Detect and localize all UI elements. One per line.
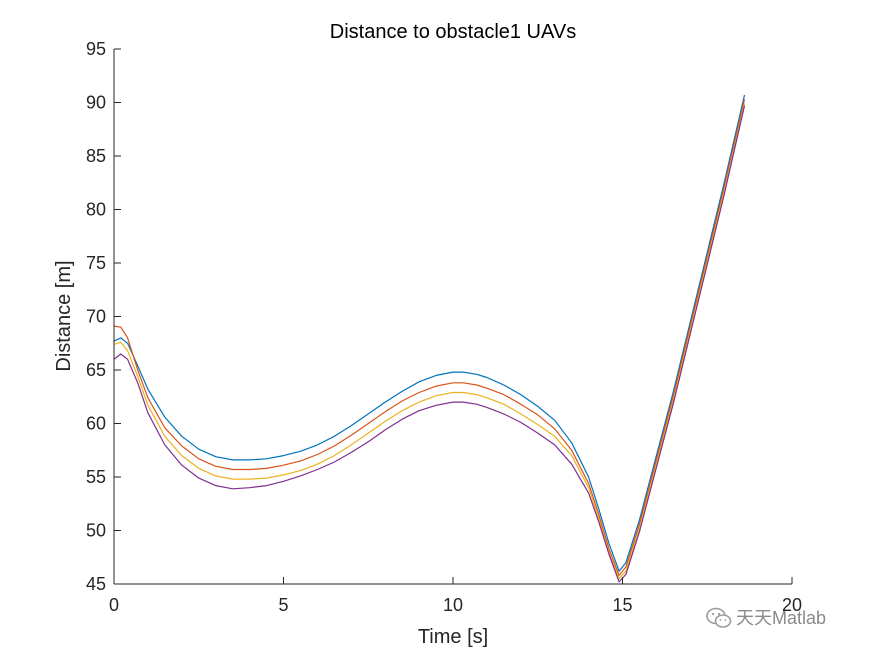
x-tick-label: 10 bbox=[443, 595, 463, 615]
y-tick-label: 85 bbox=[86, 146, 106, 166]
y-tick-label: 80 bbox=[86, 200, 106, 220]
axes bbox=[113, 48, 793, 585]
y-tick-label: 75 bbox=[86, 253, 106, 273]
y-tick-label: 70 bbox=[86, 307, 106, 327]
y-tick-label: 95 bbox=[86, 39, 106, 59]
series-line-4 bbox=[113, 105, 746, 583]
y-axis-label: Distance [m] bbox=[53, 260, 75, 371]
x-tick-label: 15 bbox=[612, 595, 632, 615]
y-tick-label: 65 bbox=[86, 360, 106, 380]
y-tick-label: 90 bbox=[86, 93, 106, 113]
series-line-3 bbox=[113, 103, 746, 580]
y-tick-label: 55 bbox=[86, 467, 106, 487]
x-tick-label: 0 bbox=[109, 595, 119, 615]
y-tick-label: 45 bbox=[86, 574, 106, 594]
y-tick-label: 50 bbox=[86, 521, 106, 541]
series-layer bbox=[113, 94, 746, 583]
series-line-1 bbox=[113, 94, 746, 572]
chart-title: Distance to obstacle1 UAVs bbox=[330, 21, 576, 43]
x-axis-label: Time [s] bbox=[418, 626, 488, 648]
watermark-label: 天天Matlab bbox=[736, 608, 827, 628]
series-line-2 bbox=[113, 99, 746, 577]
x-tick-label: 5 bbox=[278, 595, 288, 615]
wechat-icon bbox=[706, 607, 732, 628]
x-tick-label: 20 bbox=[782, 595, 802, 615]
tick-labels: 0 5 10 15 20 45 50 55 60 65 70 75 80 85 90 95 bbox=[86, 39, 802, 615]
y-tick-label: 60 bbox=[86, 414, 106, 434]
